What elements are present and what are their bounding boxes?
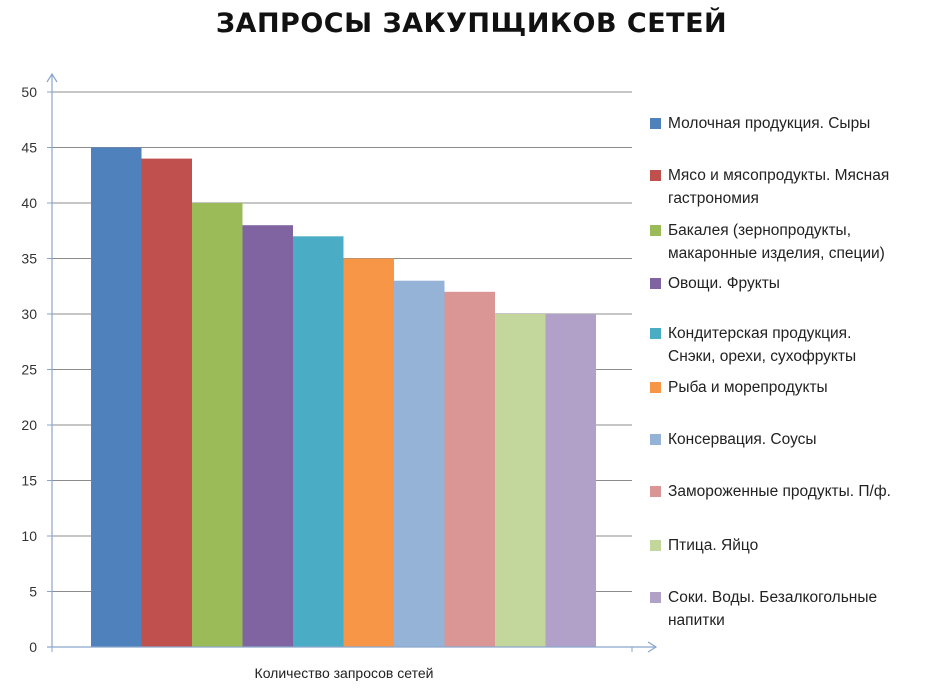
legend-label: Мясо и мясопродукты. Мясная гастрономия [668,164,889,210]
bar-6 [343,258,394,647]
chart-title: ЗАПРОСЫ ЗАКУПЩИКОВ СЕТЕЙ [215,8,728,39]
legend-swatch [650,486,661,497]
bars [91,147,596,648]
legend-label: Кондитерская продукция. Снэки, орехи, сух… [668,322,856,368]
legend-label-line: гастрономия [668,190,759,207]
legend-label: Рыба и морепродукты [668,376,828,399]
y-tick-label: 0 [29,639,37,655]
legend-label: Птица. Яйцо [668,534,758,557]
legend-swatch [650,434,661,445]
bar-8 [444,291,495,647]
bar-9 [495,314,546,647]
legend-swatch [650,225,661,236]
legend-item: Птица. Яйцо [650,534,940,557]
legend-label-line: Соки. Воды. Безалкогольные [668,589,878,606]
legend-item: Замороженные продукты. П/ф. [650,480,940,503]
legend-label: Замороженные продукты. П/ф. [668,480,891,503]
legend-item: Овощи. Фрукты [650,272,940,295]
legend-swatch [650,170,661,181]
x-axis-arrow [647,641,658,653]
legend-label-line: Рыба и морепродукты [668,379,828,396]
legend-label-line: Мясо и мясопродукты. Мясная [668,167,890,184]
bar-3 [192,203,243,647]
legend-swatch [650,382,661,393]
bar-5 [293,236,344,648]
legend-label-line: Птица. Яйцо [668,537,759,554]
bar-4 [242,225,293,647]
legend-item: Кондитерская продукция. Снэки, орехи, сух… [650,322,940,368]
legend-swatch [650,540,661,551]
y-tick-label: 35 [21,251,37,267]
legend-label: Консервация. Соусы [668,428,817,451]
legend-item: Рыба и морепродукты [650,376,940,399]
legend-label: Молочная продукция. Сыры [668,112,870,135]
bar-2 [141,158,192,647]
legend-item: Бакалея (зернопродукты, макаронные издели… [650,219,940,265]
y-tick-label: 45 [21,140,37,156]
legend-label-line: напитки [668,612,725,629]
legend-item: Соки. Воды. Безалкогольные напитки [650,586,940,632]
y-tick-label: 10 [21,528,37,544]
y-axis-arrow [46,72,58,83]
bar-7 [394,280,445,647]
y-tick-label: 20 [21,417,37,433]
axes [46,72,658,653]
legend-label-line: Консервация. Соусы [668,431,817,448]
y-tick-label: 30 [21,306,37,322]
y-axis-ticks: 0 5 10 15 20 25 30 35 40 45 50 [21,84,52,655]
legend-label-line: Овощи. Фрукты [668,275,780,292]
bar-1 [91,147,142,647]
y-tick-label: 50 [21,84,37,100]
y-tick-label: 40 [21,195,37,211]
legend-label-line: Замороженные продукты. П/ф. [668,483,891,500]
legend-swatch [650,278,661,289]
legend-item: Мясо и мясопродукты. Мясная гастрономия [650,164,940,210]
legend-swatch [650,592,661,603]
legend-label-line: макаронные изделия, специи) [668,245,885,262]
y-tick-label: 5 [29,584,37,600]
legend-label-line: Снэки, орехи, сухофрукты [668,348,857,365]
legend-label: Овощи. Фрукты [668,272,780,295]
bar-10 [545,314,596,647]
legend-label: Бакалея (зернопродукты, макаронные издели… [668,219,885,265]
x-axis-label: Количество запросов сетей [255,665,434,681]
legend-item: Консервация. Соусы [650,428,940,451]
legend-swatch [650,328,661,339]
legend-label-line: Бакалея (зернопродукты, [668,222,852,239]
legend-label: Соки. Воды. Безалкогольные напитки [668,586,877,632]
y-tick-label: 25 [21,362,37,378]
legend-label-line: Кондитерская продукция. [668,325,852,342]
legend-label-line: Молочная продукция. Сыры [668,115,871,132]
y-tick-label: 15 [21,473,37,489]
legend-swatch [650,118,661,129]
legend-item: Молочная продукция. Сыры [650,112,940,135]
